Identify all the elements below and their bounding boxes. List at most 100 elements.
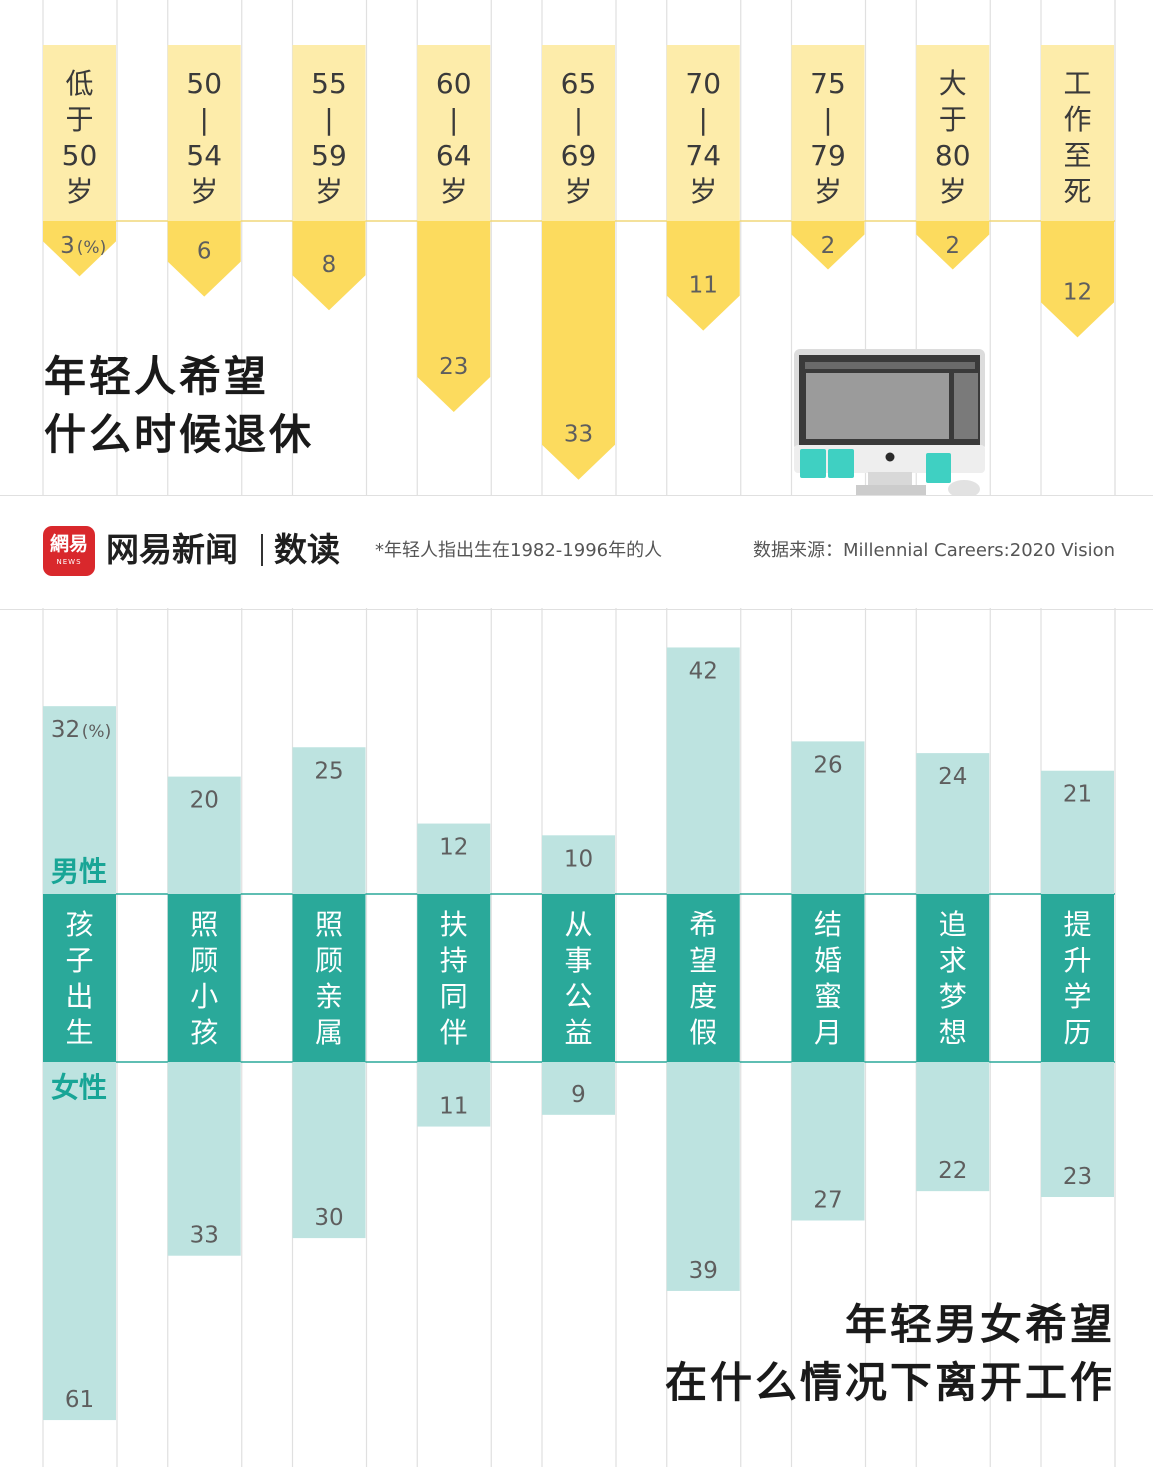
monitor-button (885, 452, 895, 462)
category-label: | (699, 103, 708, 136)
male-value-label: 42 (689, 658, 718, 684)
category-label: 子 (65, 944, 93, 977)
retirement-bar (916, 221, 990, 270)
cup (828, 449, 854, 478)
value-label: 33 (564, 422, 593, 448)
male-bar (167, 776, 241, 894)
category-label: 大 (939, 67, 967, 100)
category-box (417, 894, 491, 1062)
category-label: 岁 (190, 175, 218, 208)
brand-name: 网易新闻 (106, 530, 238, 569)
category-label: 岁 (564, 175, 592, 208)
category-box (542, 894, 615, 1062)
female-series-label: 女性 (51, 1071, 107, 1104)
category-box (417, 45, 491, 221)
category-box (666, 45, 740, 221)
male-bar (43, 706, 116, 894)
value-label: 23 (439, 354, 468, 380)
male-bar (417, 823, 491, 894)
category-label: 孩 (190, 1016, 218, 1049)
screen-toolbar (805, 362, 975, 369)
retirement-bar (167, 221, 241, 297)
category-label: 益 (564, 1016, 592, 1049)
category-label: 学 (1063, 980, 1091, 1013)
reasons-title-line-1: 年轻男女希望 (844, 1300, 1115, 1349)
category-box (1041, 45, 1114, 221)
female-value-label: 30 (314, 1205, 343, 1231)
category-label: 亲 (315, 980, 343, 1013)
category-label: 59 (311, 139, 347, 172)
category-label: | (449, 103, 458, 136)
female-bar (1041, 1062, 1114, 1198)
male-bar (666, 647, 740, 894)
category-label: 追 (939, 908, 967, 941)
value-label: 3 (60, 233, 75, 259)
category-label: 小 (190, 980, 218, 1013)
category-label: 结 (814, 908, 842, 941)
female-bar (542, 1062, 615, 1115)
unit-label: (%) (77, 238, 106, 258)
male-value-label: 21 (1063, 782, 1092, 808)
logo-text: 網易 (49, 533, 88, 555)
category-box (43, 45, 116, 221)
source-bar: 網易 NEWS 网易新闻 数读 *年轻人指出生在1982-1996年的人 数据来… (0, 495, 1153, 610)
male-value-label: 12 (439, 835, 468, 861)
male-value-label: 10 (564, 846, 593, 872)
logo-subtext: NEWS (56, 558, 82, 566)
category-label: 64 (436, 139, 472, 172)
female-value-label: 39 (689, 1258, 718, 1284)
category-label: 希 (689, 908, 717, 941)
retirement-bar (417, 221, 491, 412)
category-label: 梦 (939, 980, 967, 1013)
female-bar (167, 1062, 241, 1256)
male-bar (791, 741, 865, 894)
category-label: 50 (186, 67, 222, 100)
screen-canvas (806, 373, 949, 439)
retirement-bar (666, 221, 740, 331)
category-box (791, 894, 865, 1062)
category-label: 50 (62, 139, 98, 172)
value-label: 2 (821, 233, 836, 259)
category-label: 假 (689, 1016, 717, 1049)
category-label: 持 (440, 944, 468, 977)
female-bar (43, 1062, 116, 1421)
category-box (167, 894, 241, 1062)
female-value-label: 33 (190, 1223, 219, 1249)
category-label: 岁 (315, 175, 343, 208)
category-label: 孩 (65, 908, 93, 941)
category-label: 死 (1063, 175, 1091, 208)
monitor-base (856, 485, 926, 495)
value-label: 6 (197, 239, 212, 265)
male-series-label: 男性 (51, 855, 107, 888)
category-label: 于 (65, 103, 93, 136)
category-label: 出 (65, 980, 93, 1013)
category-label: 照 (315, 908, 343, 941)
male-value-label: 25 (314, 758, 343, 784)
male-value-label: 32 (51, 717, 80, 743)
category-label: 80 (935, 139, 971, 172)
category-label: 75 (810, 67, 846, 100)
female-bar (916, 1062, 990, 1192)
male-bar (1041, 770, 1114, 894)
category-label: 月 (814, 1016, 842, 1049)
value-label: 11 (689, 273, 718, 299)
category-label: 提 (1063, 908, 1091, 941)
category-label: 升 (1063, 944, 1091, 977)
category-label: | (324, 103, 333, 136)
brand-section: 数读 (274, 530, 340, 569)
category-label: 婚 (814, 944, 842, 977)
category-label: 79 (810, 139, 846, 172)
reasons-title-line-2: 在什么情况下离开工作 (664, 1358, 1115, 1407)
category-label: 至 (1063, 139, 1091, 172)
male-value-label: 20 (190, 788, 219, 814)
category-box (292, 45, 366, 221)
category-box (791, 45, 865, 221)
category-box (43, 894, 116, 1062)
category-box (167, 45, 241, 221)
category-label: 岁 (689, 175, 717, 208)
category-label: 55 (311, 67, 347, 100)
retirement-bar (542, 221, 615, 480)
